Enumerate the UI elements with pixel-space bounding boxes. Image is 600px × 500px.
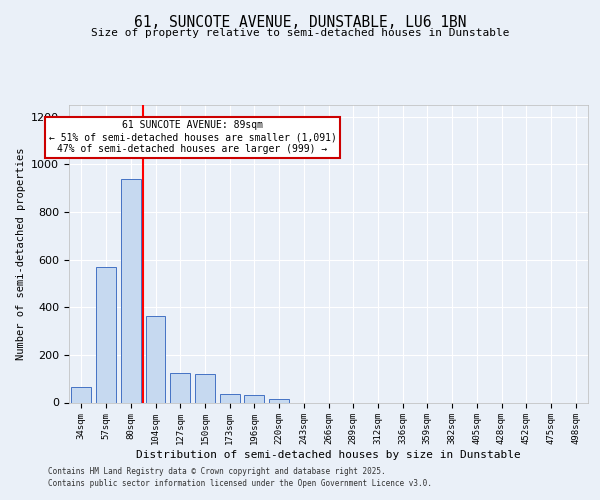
Bar bbox=[146, 316, 166, 402]
X-axis label: Distribution of semi-detached houses by size in Dunstable: Distribution of semi-detached houses by … bbox=[136, 450, 521, 460]
Bar bbox=[244, 396, 264, 402]
Text: Contains public sector information licensed under the Open Government Licence v3: Contains public sector information licen… bbox=[48, 478, 432, 488]
Bar bbox=[170, 373, 190, 402]
Bar bbox=[195, 374, 215, 402]
Text: 61 SUNCOTE AVENUE: 89sqm
← 51% of semi-detached houses are smaller (1,091)
47% o: 61 SUNCOTE AVENUE: 89sqm ← 51% of semi-d… bbox=[49, 120, 337, 154]
Bar bbox=[96, 267, 116, 402]
Bar bbox=[269, 399, 289, 402]
Bar bbox=[71, 387, 91, 402]
Bar bbox=[121, 179, 140, 402]
Y-axis label: Number of semi-detached properties: Number of semi-detached properties bbox=[16, 148, 26, 360]
Text: 61, SUNCOTE AVENUE, DUNSTABLE, LU6 1BN: 61, SUNCOTE AVENUE, DUNSTABLE, LU6 1BN bbox=[134, 15, 466, 30]
Text: Size of property relative to semi-detached houses in Dunstable: Size of property relative to semi-detach… bbox=[91, 28, 509, 38]
Text: Contains HM Land Registry data © Crown copyright and database right 2025.: Contains HM Land Registry data © Crown c… bbox=[48, 467, 386, 476]
Bar bbox=[220, 394, 239, 402]
